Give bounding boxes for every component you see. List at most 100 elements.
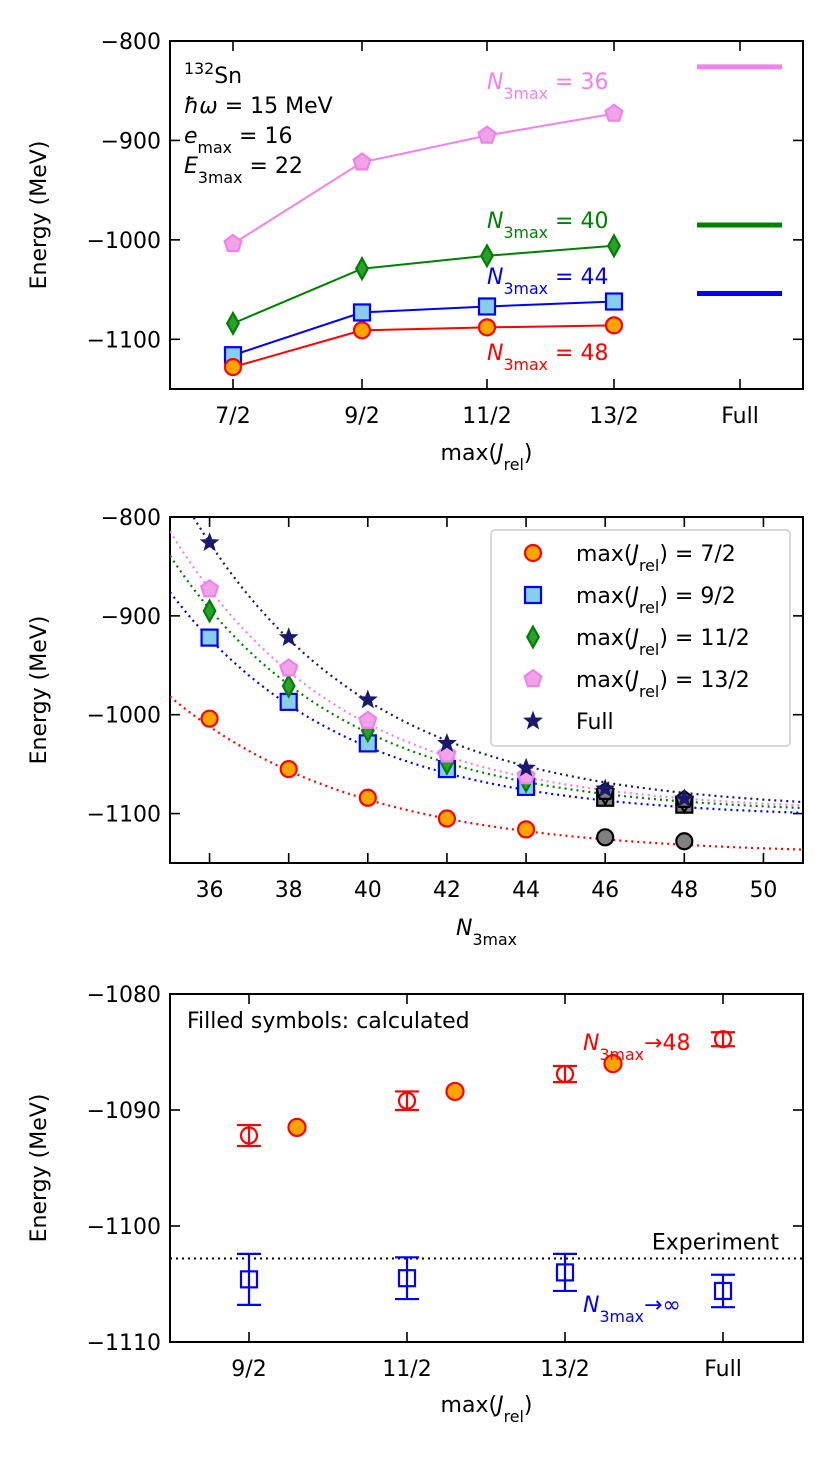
- text-part: 3max: [599, 1307, 644, 1326]
- data-point: [606, 233, 622, 259]
- data-point: [604, 103, 624, 122]
- x-axis-label: max(Jrel): [441, 1393, 533, 1426]
- x-tick-label: 9/2: [231, 1357, 266, 1382]
- x-tick-label: 46: [591, 878, 619, 903]
- text-part: max(: [576, 542, 633, 567]
- x-tick-label: 42: [433, 878, 461, 903]
- data-points: [199, 532, 695, 851]
- data-point: [437, 744, 457, 763]
- text-part: max(: [576, 584, 633, 609]
- text-part: 132: [184, 59, 214, 78]
- text-part: 48: [580, 341, 608, 366]
- text-part: ): [524, 1393, 533, 1418]
- data-point: [199, 579, 220, 598]
- text-part: ħω: [184, 94, 218, 119]
- calculated-point: [603, 1053, 623, 1074]
- text-part: J: [629, 542, 640, 567]
- data-point: [516, 820, 536, 839]
- data-point: [223, 358, 243, 377]
- text-part: →48: [644, 1031, 690, 1056]
- data-point: [352, 152, 372, 171]
- y-tick-label: −800: [101, 30, 161, 55]
- text-part: =: [548, 209, 580, 234]
- text-part: = 15 MeV: [218, 94, 333, 119]
- series-label-inf: N3max→∞: [583, 1293, 681, 1326]
- text-part: 3max: [503, 279, 548, 298]
- x-tick-label: 36: [196, 878, 224, 903]
- text-part: N: [583, 1293, 599, 1318]
- nucleus-label: 132Sn: [184, 59, 242, 90]
- x-tick-label: Full: [721, 404, 759, 429]
- text-part: max: [198, 138, 233, 157]
- text-part: J: [493, 441, 504, 466]
- legend-marker: [523, 543, 543, 563]
- x-axis-label: N3max: [456, 916, 517, 949]
- experiment-label: Experiment: [652, 1230, 779, 1255]
- y-tick-label: −1000: [87, 704, 161, 729]
- data-point: [281, 673, 296, 699]
- text-part: max(: [441, 441, 498, 466]
- fit-curve: [170, 555, 803, 810]
- x-tick-label: 7/2: [215, 404, 250, 429]
- series-line: [232, 324, 615, 369]
- panel-middle: 36 38 40 42 44 46 48 50 −800 −900 −1000 −1100 Energy…: [27, 506, 804, 949]
- extrapolated-point: [713, 1030, 733, 1049]
- text-part: →∞: [644, 1293, 681, 1318]
- y-tick-label: −1100: [87, 328, 161, 353]
- data-point: [225, 310, 241, 337]
- text-part: ): [659, 584, 668, 609]
- text-part: 3max: [503, 223, 548, 242]
- data-point: [437, 809, 457, 828]
- fit-curve: [170, 695, 803, 851]
- text-part: = 16: [232, 124, 292, 149]
- text-part: N: [487, 341, 503, 366]
- extrapolated-point: [555, 1064, 575, 1084]
- text-part: max(: [441, 1393, 498, 1418]
- x-tick-label: 50: [749, 878, 777, 903]
- text-part: N: [487, 70, 503, 95]
- legend-label: max(Jrel) = 9/2: [576, 584, 736, 617]
- calculated-point: [445, 1081, 465, 1102]
- data-point: [278, 627, 299, 647]
- x-tick-label: 38: [275, 878, 303, 903]
- data-point: [357, 689, 378, 709]
- extrapolated-point: [239, 1126, 259, 1145]
- legend-label: max(Jrel) = 7/2: [576, 542, 736, 575]
- data-point: [596, 828, 615, 847]
- text-part: = 22: [242, 154, 302, 179]
- legend-label: Full: [576, 710, 614, 735]
- series-line: [232, 112, 615, 245]
- extrapolated-point: [555, 1263, 575, 1282]
- text-part: ): [524, 441, 533, 466]
- data-point: [477, 318, 497, 337]
- legend-marker: [523, 710, 543, 730]
- data-point: [200, 709, 219, 728]
- e3max-label: E3max = 22: [184, 154, 303, 187]
- text-part: N: [456, 916, 472, 941]
- data-point: [477, 297, 497, 316]
- text-part: ): [659, 626, 668, 651]
- data-point: [437, 732, 457, 752]
- text-part: 40: [580, 209, 608, 234]
- text-part: =: [548, 265, 580, 290]
- text-part: =: [548, 341, 580, 366]
- x-tick-label: 48: [670, 878, 698, 903]
- text-part: Sn: [214, 64, 242, 89]
- text-part: rel: [639, 640, 659, 659]
- text-part: =: [548, 70, 580, 95]
- data-point: [200, 628, 219, 647]
- y-tick-label: −900: [101, 129, 161, 154]
- text-part: e: [184, 124, 198, 149]
- series-line: [232, 244, 615, 325]
- data-point: [354, 256, 370, 282]
- text-part: 3max: [198, 168, 243, 187]
- y-tick-label: −1000: [87, 229, 161, 254]
- text-part: J: [629, 626, 640, 651]
- text-part: N: [487, 265, 503, 290]
- legend-marker: [523, 585, 543, 605]
- data-point: [477, 125, 497, 144]
- extrapolated-point: [397, 1269, 417, 1288]
- text-part: 3max: [472, 930, 517, 949]
- legend-marker: [523, 668, 543, 688]
